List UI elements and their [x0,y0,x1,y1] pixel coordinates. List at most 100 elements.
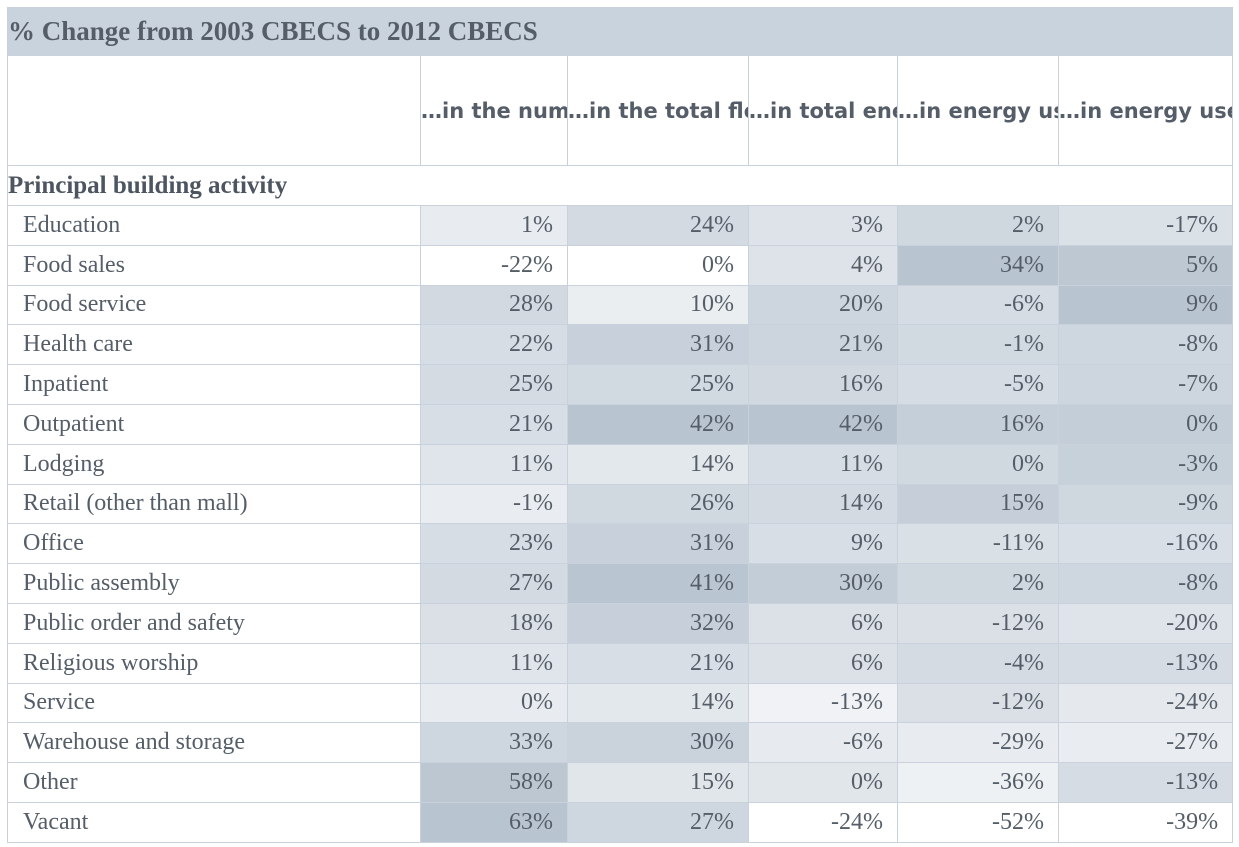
table-row: Religious worship 11% 21% 6% -4% -13% [7,642,1234,684]
data-cell: -20% [1057,602,1234,644]
data-cell: -8% [1057,324,1234,366]
data-cell: -13% [1057,642,1234,684]
data-cell: 28% [420,284,568,326]
data-cell: 30% [567,722,749,764]
data-cell: 0% [1057,403,1234,445]
column-header: …in total energy use [748,55,898,166]
data-cell: 0% [897,443,1059,485]
data-cell: 25% [567,364,749,405]
row-label: Religious worship [7,642,421,684]
row-label: Inpatient [7,364,421,405]
row-label: Outpatient [7,403,421,445]
data-cell: 34% [897,244,1059,286]
row-label: Health care [7,324,421,366]
data-cell: 16% [897,403,1059,445]
data-cell: 58% [420,762,568,803]
data-cell: 30% [748,563,898,604]
data-cell: -13% [1057,762,1234,803]
data-cell: 14% [567,443,749,485]
data-cell: 14% [748,483,898,525]
data-cell: -1% [420,483,568,525]
data-cell: -12% [897,682,1059,724]
data-cell: 16% [748,364,898,405]
data-cell: 24% [567,205,749,246]
data-cell: 11% [748,443,898,485]
column-header: …in energy use per building [897,55,1059,166]
data-cell: -24% [1057,682,1234,724]
row-label: Public assembly [7,563,421,604]
data-cell: 9% [1057,284,1234,326]
table-row: Public order and safety 18% 32% 6% -12% -20% [7,602,1234,644]
row-label: Other [7,762,421,803]
data-cell: 27% [420,563,568,604]
data-cell: 1% [420,205,568,246]
row-label: Office [7,523,421,565]
data-cell: 21% [420,403,568,445]
table-row: Inpatient 25% 25% 16% -5% -7% [7,364,1234,405]
data-cell: -12% [897,602,1059,644]
data-cell: -29% [897,722,1059,764]
column-header: …in the number of buildings [420,55,568,166]
row-label: Lodging [7,443,421,485]
data-cell: -4% [897,642,1059,684]
title-row: % Change from 2003 CBECS to 2012 CBECS [6,7,1234,56]
data-cell: -8% [1057,563,1234,604]
table-row: Health care 22% 31% 21% -1% -8% [7,324,1234,366]
data-cell: -22% [420,244,568,286]
data-cell: -39% [1057,801,1234,843]
data-cell: 32% [567,602,749,644]
row-label: Education [7,205,421,246]
section-row: Principal building activity [6,165,1234,206]
data-cell: 63% [420,801,568,843]
data-cell: 22% [420,324,568,366]
data-cell: -6% [897,284,1059,326]
data-cell: 2% [897,563,1059,604]
data-cell: -7% [1057,364,1234,405]
header-corner [7,55,421,166]
data-cell: -11% [897,523,1059,565]
data-cell: -3% [1057,443,1234,485]
data-cell: 20% [748,284,898,326]
data-cell: -16% [1057,523,1234,565]
data-cell: 5% [1057,244,1234,286]
data-cell: 11% [420,443,568,485]
row-label: Public order and safety [7,602,421,644]
data-cell: -13% [748,682,898,724]
data-cell: 15% [567,762,749,803]
column-header-row: …in the number of buildings …in the tota… [7,55,1234,166]
data-cell: -17% [1057,205,1234,246]
table-row: Lodging 11% 14% 11% 0% -3% [7,443,1234,485]
row-label: Service [7,682,421,724]
data-cell: -9% [1057,483,1234,525]
data-cell: -1% [897,324,1059,366]
data-cell: 0% [748,762,898,803]
column-header: …in energy use per square foot [1057,55,1234,166]
table-row: Vacant 63% 27% -24% -52% -39% [7,801,1234,843]
row-label: Retail (other than mall) [7,483,421,525]
data-cell: 21% [748,324,898,366]
data-cell: 11% [420,642,568,684]
data-cell: 18% [420,602,568,644]
table-container: % Change from 2003 CBECS to 2012 CBECS …… [6,7,1234,843]
data-cell: 42% [748,403,898,445]
data-cell: 4% [748,244,898,286]
data-cell: 27% [567,801,749,843]
data-cell: 10% [567,284,749,326]
data-cell: 41% [567,563,749,604]
data-cell: -27% [1057,722,1234,764]
data-cell: 31% [567,523,749,565]
table-row: Office 23% 31% 9% -11% -16% [7,523,1234,565]
table-row: Warehouse and storage 33% 30% -6% -29% -27% [7,722,1234,764]
table-row: Food sales -22% 0% 4% 34% 5% [7,244,1234,286]
data-cell: -52% [897,801,1059,843]
data-cell: 3% [748,205,898,246]
section-label: Principal building activity [6,165,1234,206]
table-body: Principal building activity Education 1% 2… [6,165,1234,843]
data-cell: 15% [897,483,1059,525]
data-cell: 0% [567,244,749,286]
row-label: Warehouse and storage [7,722,421,764]
data-cell: 25% [420,364,568,405]
data-cell: 6% [748,642,898,684]
data-cell: 6% [748,602,898,644]
data-cell: 0% [420,682,568,724]
